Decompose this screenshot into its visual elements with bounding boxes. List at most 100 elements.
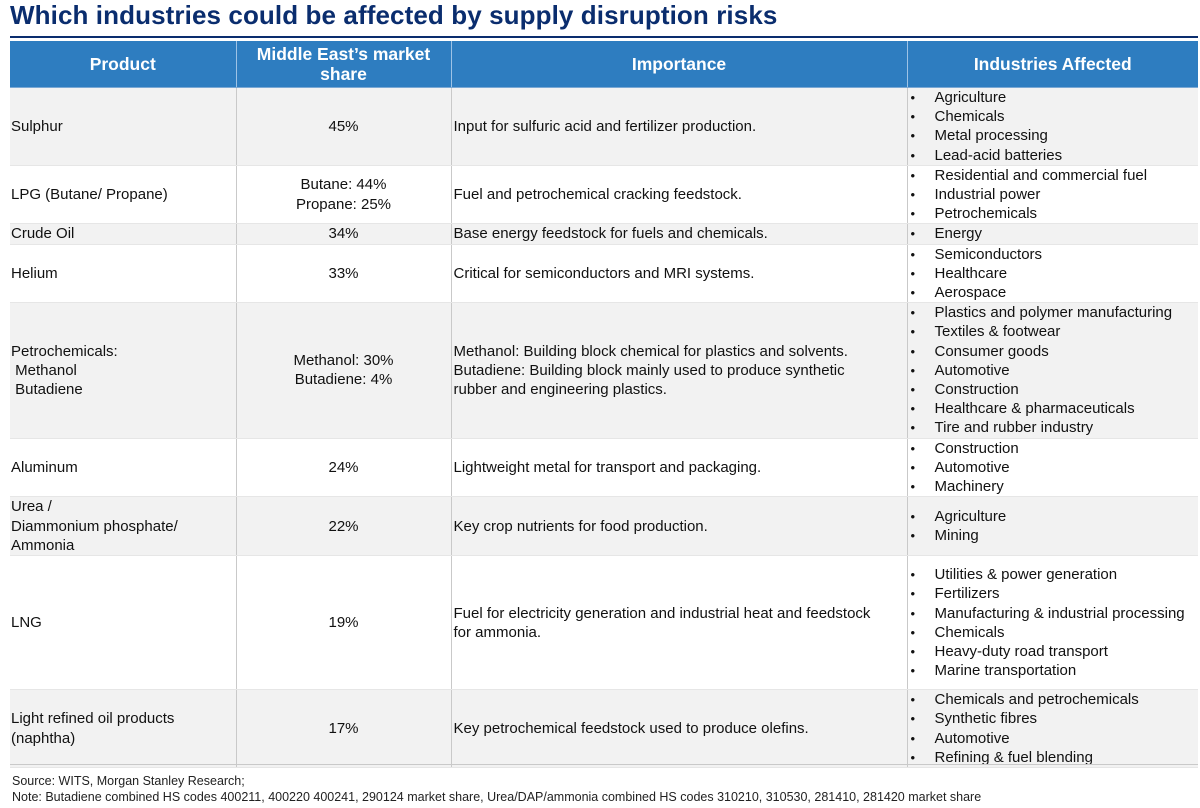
importance-cell: Critical for semiconductors and MRI syst… (450, 244, 907, 304)
industries-cell: Plastics and polymer manufacturingTextil… (906, 302, 1198, 439)
product-cell-line: (naphtha) (11, 729, 76, 747)
market-share-cell-line: 34% (328, 225, 359, 243)
importance-cell-line: Fuel for electricity generation and indu… (453, 604, 871, 622)
table-row: Aluminum 24% Lightweight metal for transpo… (10, 438, 1198, 498)
industry-item: Marine transportation (910, 661, 1197, 680)
header-industries-affected: Industries Affected (906, 41, 1198, 88)
table-row: Urea / Diammonium phosphate/Ammonia 22% Key… (10, 496, 1198, 557)
market-share-cell-line: 17% (328, 720, 359, 738)
industries-cell: Residential and commercial fuelIndustria… (906, 165, 1198, 225)
product-cell: Urea / Diammonium phosphate/Ammonia (10, 496, 236, 557)
table-row: LNG 19% Fuel for electricity generation an… (10, 555, 1198, 691)
industry-item: Machinery (910, 477, 1197, 496)
table-row: LPG (Butane/ Propane) Butane: 44% Propane:… (10, 165, 1198, 225)
industry-item: Manufacturing & industrial processing (910, 604, 1197, 623)
market-share-cell: 34% (235, 223, 451, 245)
industry-item: Construction (910, 439, 1197, 458)
product-cell: Aluminum (10, 438, 236, 498)
product-cell-line: Helium (11, 264, 58, 282)
industries-list: Energy (910, 224, 1197, 243)
industry-item: Residential and commercial fuel (910, 166, 1197, 185)
market-share-cell: 45% (235, 87, 451, 166)
industry-item: Petrochemicals (910, 204, 1197, 223)
importance-cell-line: Base energy feedstock for fuels and chem… (453, 225, 768, 243)
industry-item: Lead-acid batteries (910, 146, 1197, 165)
footnote-source: Source: WITS, Morgan Stanley Research; (12, 774, 245, 788)
market-share-cell-line: Methanol: 30% (293, 352, 394, 370)
importance-cell-line: Critical for semiconductors and MRI syst… (453, 264, 755, 282)
industry-item: Chemicals (910, 623, 1197, 642)
importance-cell: Base energy feedstock for fuels and chem… (450, 223, 907, 245)
industries-list: Utilities & power generationFertilizersM… (910, 565, 1197, 680)
importance-cell: Fuel and petrochemical cracking feedstoc… (450, 165, 907, 225)
importance-cell: Lightweight metal for transport and pack… (450, 438, 907, 498)
product-cell-line: Light refined oil products (11, 710, 175, 728)
market-share-cell-line: 19% (328, 614, 359, 632)
industry-item: Industrial power (910, 185, 1197, 204)
industries-cell: Chemicals and petrochemicalsSynthetic fi… (906, 689, 1198, 769)
market-share-cell: Butane: 44% Propane: 25% (235, 165, 451, 225)
product-cell-line: Petrochemicals: (11, 342, 118, 360)
product-cell-line: Methanol (11, 361, 77, 379)
industry-item: Tire and rubber industry (910, 418, 1197, 437)
industry-item: Automotive (910, 361, 1197, 380)
product-cell: Petrochemicals: Methanol Butadiene (10, 302, 236, 439)
importance-cell-line: for ammonia. (453, 623, 542, 641)
product-cell-line: Ammonia (11, 536, 75, 554)
market-share-cell-line: Butadiene: 4% (294, 371, 393, 389)
industries-list: AgricultureChemicalsMetal processingLead… (910, 88, 1197, 165)
importance-cell: Methanol: Building block chemical for pl… (450, 302, 907, 439)
product-cell: Sulphur (10, 87, 236, 166)
industries-cell: AgricultureMining (906, 496, 1198, 557)
industry-item: Energy (910, 224, 1197, 243)
industry-item: Metal processing (910, 126, 1197, 145)
table-row: Helium 33% Critical for semiconductors and… (10, 244, 1198, 304)
footnote: Source: WITS, Morgan Stanley Research; N… (12, 773, 981, 805)
market-share-cell: 19% (235, 555, 451, 691)
importance-cell-line: Key petrochemical feedstock used to prod… (453, 720, 809, 738)
table-row: Petrochemicals: Methanol Butadiene Methan… (10, 302, 1198, 439)
product-cell: Crude Oil (10, 223, 236, 245)
industry-item: Aerospace (910, 283, 1197, 302)
market-share-cell-line: Butane: 44% (300, 176, 387, 194)
market-share-cell-line: 45% (328, 117, 359, 135)
industry-item: Automotive (910, 729, 1197, 748)
product-cell-line: LNG (11, 614, 42, 632)
industry-item: Chemicals (910, 107, 1197, 126)
importance-cell-line: Input for sulfuric acid and fertilizer p… (453, 117, 757, 135)
product-cell: LPG (Butane/ Propane) (10, 165, 236, 225)
market-share-cell: 33% (235, 244, 451, 304)
market-share-cell: Methanol: 30% Butadiene: 4% (235, 302, 451, 439)
importance-cell: Key petrochemical feedstock used to prod… (450, 689, 907, 769)
importance-cell-line: Butadiene: Building block mainly used to… (453, 361, 845, 379)
industry-item: Construction (910, 380, 1197, 399)
industries-cell: AgricultureChemicalsMetal processingLead… (906, 87, 1198, 166)
product-cell-line: Butadiene (11, 381, 83, 399)
industries-list: ConstructionAutomotiveMachinery (910, 439, 1197, 497)
importance-cell-line: Methanol: Building block chemical for pl… (453, 342, 848, 360)
market-share-cell: 22% (235, 496, 451, 557)
industry-item: Agriculture (910, 507, 1197, 526)
header-importance: Importance (450, 41, 907, 88)
importance-cell: Key crop nutrients for food production. (450, 496, 907, 557)
industry-item: Chemicals and petrochemicals (910, 690, 1197, 709)
industry-item: Healthcare (910, 264, 1197, 283)
page-title: Which industries could be affected by su… (10, 0, 778, 30)
supply-risk-table: Product Middle East’s market share Impor… (10, 41, 1198, 769)
product-cell-line: Urea / (11, 498, 52, 516)
product-cell-line: Sulphur (11, 117, 63, 135)
industry-item: Fertilizers (910, 584, 1197, 603)
industry-item: Semiconductors (910, 245, 1197, 264)
importance-cell-line: Fuel and petrochemical cracking feedstoc… (453, 186, 742, 204)
industries-list: Chemicals and petrochemicalsSynthetic fi… (910, 690, 1197, 767)
industry-item: Mining (910, 526, 1197, 545)
industry-item: Heavy-duty road transport (910, 642, 1197, 661)
industries-list: SemiconductorsHealthcareAerospace (910, 245, 1197, 303)
product-cell-line: Crude Oil (11, 225, 75, 243)
header-product: Product (10, 41, 236, 88)
table-row: Crude Oil 34% Base energy feedstock for fu… (10, 223, 1198, 245)
importance-cell-line: Key crop nutrients for food production. (453, 517, 708, 535)
industries-cell: ConstructionAutomotiveMachinery (906, 438, 1198, 498)
product-cell-line: LPG (Butane/ Propane) (11, 186, 168, 204)
importance-cell: Input for sulfuric acid and fertilizer p… (450, 87, 907, 166)
